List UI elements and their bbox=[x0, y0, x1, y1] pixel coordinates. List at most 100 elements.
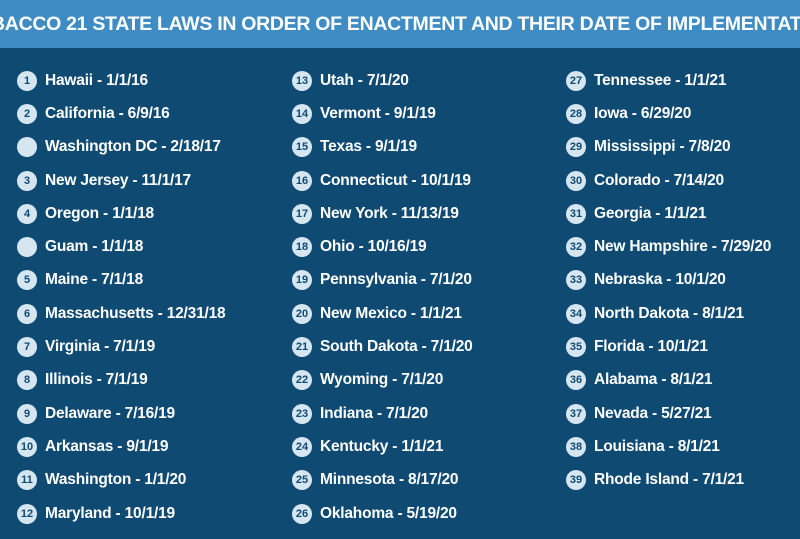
list-item-label: Delaware - 7/16/19 bbox=[45, 404, 175, 422]
number-badge: 25 bbox=[292, 470, 312, 491]
list-item: 13 Utah - 7/1/20 bbox=[292, 64, 473, 97]
number-badge: 34 bbox=[566, 303, 586, 324]
list-item: 10 Arkansas - 9/1/19 bbox=[17, 430, 225, 463]
list-item-label: Louisiana - 8/1/21 bbox=[594, 437, 720, 455]
list-item: 4 Oregon - 1/1/18 bbox=[17, 197, 225, 230]
page-title: TOBACCO 21 STATE LAWS IN ORDER OF ENACTM… bbox=[0, 12, 800, 35]
number-badge: 28 bbox=[566, 103, 586, 124]
list-item-label: Ohio - 10/16/19 bbox=[320, 238, 427, 256]
number-badge: 7 bbox=[17, 337, 37, 358]
list-item-label: Alabama - 8/1/21 bbox=[594, 371, 713, 389]
list-item-label: Arkansas - 9/1/19 bbox=[45, 437, 169, 455]
number-badge: 26 bbox=[292, 503, 312, 524]
number-badge: 1 bbox=[17, 70, 37, 91]
list-item: 15 Texas - 9/1/19 bbox=[292, 131, 473, 164]
list-item-label: Maryland - 10/1/19 bbox=[45, 504, 175, 522]
list-item: 19 Pennsylvania - 7/1/20 bbox=[292, 264, 473, 297]
number-badge: 4 bbox=[17, 203, 37, 224]
list-item-label: Virginia - 7/1/19 bbox=[45, 338, 156, 356]
header-banner: TOBACCO 21 STATE LAWS IN ORDER OF ENACTM… bbox=[0, 0, 800, 48]
list-item: 11 Washington - 1/1/20 bbox=[17, 464, 225, 497]
list-item: 27 Tennessee - 1/1/21 bbox=[566, 64, 771, 97]
list-item-label: Rhode Island - 7/1/21 bbox=[594, 471, 744, 489]
list-item-label: Kentucky - 1/1/21 bbox=[320, 437, 444, 455]
list-item-label: Florida - 10/1/21 bbox=[594, 338, 708, 356]
number-badge: 35 bbox=[566, 337, 586, 358]
number-badge: 32 bbox=[566, 237, 586, 258]
list-item: 2 California - 6/9/16 bbox=[17, 97, 225, 130]
list-item: 7 Virginia - 7/1/19 bbox=[17, 330, 225, 363]
list-item-label: New Hampshire - 7/29/20 bbox=[594, 238, 772, 256]
number-badge: 22 bbox=[292, 370, 312, 391]
number-badge: 29 bbox=[566, 137, 586, 158]
list-item-label: New York - 11/13/19 bbox=[320, 204, 459, 222]
number-badge: 11 bbox=[17, 470, 37, 491]
list-item: 21 South Dakota - 7/1/20 bbox=[292, 330, 473, 363]
number-badge bbox=[17, 237, 37, 258]
list-item-label: Oklahoma - 5/19/20 bbox=[320, 504, 457, 522]
number-badge: 13 bbox=[292, 70, 312, 91]
list-item: 26 Oklahoma - 5/19/20 bbox=[292, 497, 473, 530]
number-badge: 2 bbox=[17, 103, 37, 124]
list-item-label: Colorado - 7/14/20 bbox=[594, 171, 724, 189]
number-badge: 10 bbox=[17, 436, 37, 457]
list-item-label: New Mexico - 1/1/21 bbox=[320, 304, 462, 322]
list-item-label: Utah - 7/1/20 bbox=[320, 71, 409, 89]
list-item-label: Washington DC - 2/18/17 bbox=[45, 138, 221, 156]
number-badge: 19 bbox=[292, 270, 312, 291]
list-item: 29 Mississippi - 7/8/20 bbox=[566, 131, 771, 164]
list-item: 12 Maryland - 10/1/19 bbox=[17, 497, 225, 530]
list-item: Guam - 1/1/18 bbox=[17, 230, 225, 263]
number-badge: 33 bbox=[566, 270, 586, 291]
list-item-label: Massachusetts - 12/31/18 bbox=[45, 304, 226, 322]
list-item-label: Connecticut - 10/1/19 bbox=[320, 171, 471, 189]
list-item: 33 Nebraska - 10/1/20 bbox=[566, 264, 771, 297]
list-item-label: Indiana - 7/1/20 bbox=[320, 404, 428, 422]
list-item-label: Mississippi - 7/8/20 bbox=[594, 138, 731, 156]
number-badge: 14 bbox=[292, 103, 312, 124]
number-badge: 21 bbox=[292, 337, 312, 358]
column-1: 1 Hawaii - 1/1/16 2 California - 6/9/16 Wash… bbox=[17, 64, 226, 530]
list-item: 17 New York - 11/13/19 bbox=[292, 197, 473, 230]
number-badge: 23 bbox=[292, 403, 312, 424]
number-badge: 17 bbox=[292, 203, 312, 224]
list-item-label: Washington - 1/1/20 bbox=[45, 471, 187, 489]
list-item-label: Maine - 7/1/18 bbox=[45, 271, 143, 289]
list-item-label: Nevada - 5/27/21 bbox=[594, 404, 712, 422]
list-item-label: California - 6/9/16 bbox=[45, 104, 170, 122]
list-item: 8 Illinois - 7/1/19 bbox=[17, 364, 225, 397]
list-item: 3 New Jersey - 11/1/17 bbox=[17, 164, 225, 197]
list-item-label: Tennessee - 1/1/21 bbox=[594, 71, 727, 89]
number-badge: 3 bbox=[17, 170, 37, 191]
list-item-label: Vermont - 9/1/19 bbox=[320, 104, 436, 122]
number-badge: 38 bbox=[566, 436, 586, 457]
list-item: 23 Indiana - 7/1/20 bbox=[292, 397, 473, 430]
list-item-label: Texas - 9/1/19 bbox=[320, 138, 417, 156]
list-item-label: Oregon - 1/1/18 bbox=[45, 204, 154, 222]
list-item: 38 Louisiana - 8/1/21 bbox=[566, 430, 771, 463]
list-item: 39 Rhode Island - 7/1/21 bbox=[566, 464, 771, 497]
list-item: 9 Delaware - 7/16/19 bbox=[17, 397, 225, 430]
number-badge: 5 bbox=[17, 270, 37, 291]
number-badge: 31 bbox=[566, 203, 586, 224]
column-2: 13 Utah - 7/1/20 14 Vermont - 9/1/19 15 Texas… bbox=[292, 64, 473, 530]
list-item: 24 Kentucky - 1/1/21 bbox=[292, 430, 473, 463]
list-item-label: Pennsylvania - 7/1/20 bbox=[320, 271, 472, 289]
list-item-label: Illinois - 7/1/19 bbox=[45, 371, 148, 389]
list-item-label: Iowa - 6/29/20 bbox=[594, 104, 692, 122]
number-badge: 12 bbox=[17, 503, 37, 524]
list-item: 30 Colorado - 7/14/20 bbox=[566, 164, 771, 197]
list-item: 34 North Dakota - 8/1/21 bbox=[566, 297, 771, 330]
list-item: 20 New Mexico - 1/1/21 bbox=[292, 297, 473, 330]
number-badge: 24 bbox=[292, 436, 312, 457]
list-item-label: Guam - 1/1/18 bbox=[45, 238, 144, 256]
column-3: 27 Tennessee - 1/1/21 28 Iowa - 6/29/20 29 Mi… bbox=[566, 64, 771, 497]
list-item: 1 Hawaii - 1/1/16 bbox=[17, 64, 225, 97]
list-item: 18 Ohio - 10/16/19 bbox=[292, 230, 473, 263]
list-item: 36 Alabama - 8/1/21 bbox=[566, 364, 771, 397]
list-item-label: Hawaii - 1/1/16 bbox=[45, 71, 148, 89]
number-badge: 27 bbox=[566, 70, 586, 91]
list-item: 31 Georgia - 1/1/21 bbox=[566, 197, 771, 230]
number-badge: 36 bbox=[566, 370, 586, 391]
list-item-label: Wyoming - 7/1/20 bbox=[320, 371, 444, 389]
